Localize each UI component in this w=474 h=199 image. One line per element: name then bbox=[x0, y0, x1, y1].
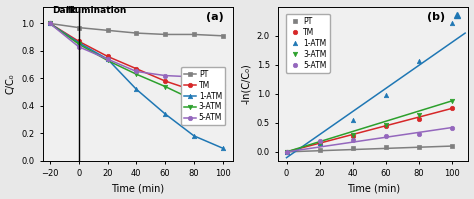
5-ATM bbox=[134, 70, 139, 73]
PT bbox=[416, 146, 422, 148]
PT bbox=[105, 29, 110, 31]
PT bbox=[317, 149, 322, 151]
Line: 3-ATM: 3-ATM bbox=[284, 99, 454, 154]
Line: 5-ATM: 5-ATM bbox=[284, 125, 454, 154]
Legend: PT, TM, 1-ATM, 3-ATM, 5-ATM: PT, TM, 1-ATM, 3-ATM, 5-ATM bbox=[181, 67, 225, 125]
Line: TM: TM bbox=[284, 106, 454, 154]
TM bbox=[47, 22, 53, 25]
X-axis label: Time (min): Time (min) bbox=[111, 183, 164, 193]
1-ATM bbox=[191, 135, 197, 137]
Y-axis label: -ln(C/C₀): -ln(C/C₀) bbox=[241, 63, 251, 104]
Line: 3-ATM: 3-ATM bbox=[48, 21, 225, 113]
3-ATM bbox=[283, 151, 289, 153]
TM bbox=[283, 151, 289, 153]
Text: Illumination: Illumination bbox=[65, 6, 127, 15]
5-ATM bbox=[449, 126, 455, 129]
1-ATM bbox=[283, 151, 289, 153]
5-ATM bbox=[383, 135, 389, 138]
Y-axis label: C/C₀: C/C₀ bbox=[6, 73, 16, 94]
1-ATM bbox=[134, 88, 139, 91]
3-ATM bbox=[162, 85, 168, 88]
3-ATM bbox=[350, 134, 356, 136]
Line: 5-ATM: 5-ATM bbox=[48, 21, 225, 87]
PT bbox=[76, 26, 82, 29]
TM bbox=[220, 103, 226, 105]
5-ATM bbox=[416, 133, 422, 136]
5-ATM bbox=[162, 74, 168, 77]
TM bbox=[317, 142, 322, 145]
3-ATM bbox=[76, 43, 82, 45]
TM bbox=[350, 135, 356, 137]
PT bbox=[47, 22, 53, 25]
1-ATM bbox=[350, 119, 356, 121]
3-ATM bbox=[134, 73, 139, 75]
1-ATM bbox=[383, 93, 389, 96]
5-ATM bbox=[191, 76, 197, 78]
Text: (a): (a) bbox=[206, 12, 223, 22]
TM bbox=[162, 80, 168, 82]
5-ATM bbox=[317, 140, 322, 142]
PT bbox=[449, 145, 455, 147]
1-ATM bbox=[416, 60, 422, 62]
3-ATM bbox=[449, 100, 455, 102]
PT bbox=[220, 35, 226, 37]
PT bbox=[283, 151, 289, 153]
Line: 1-ATM: 1-ATM bbox=[284, 21, 454, 154]
5-ATM bbox=[220, 84, 226, 86]
3-ATM bbox=[317, 141, 322, 144]
Line: PT: PT bbox=[284, 144, 454, 154]
PT bbox=[162, 33, 168, 36]
TM bbox=[416, 118, 422, 121]
Legend: PT, TM, 1-ATM, 3-ATM, 5-ATM: PT, TM, 1-ATM, 3-ATM, 5-ATM bbox=[286, 14, 330, 73]
3-ATM bbox=[383, 124, 389, 126]
TM bbox=[191, 90, 197, 92]
Text: (b): (b) bbox=[428, 12, 446, 22]
1-ATM bbox=[76, 41, 82, 44]
Line: PT: PT bbox=[48, 21, 225, 38]
TM bbox=[449, 107, 455, 110]
PT bbox=[350, 147, 356, 149]
3-ATM bbox=[416, 114, 422, 117]
3-ATM bbox=[220, 110, 226, 112]
Text: Dark: Dark bbox=[52, 6, 76, 15]
TM bbox=[383, 125, 389, 128]
1-ATM bbox=[220, 147, 226, 149]
X-axis label: Time (min): Time (min) bbox=[347, 183, 400, 193]
1-ATM bbox=[105, 58, 110, 60]
5-ATM bbox=[105, 58, 110, 60]
Line: TM: TM bbox=[48, 21, 225, 107]
5-ATM bbox=[76, 46, 82, 48]
PT bbox=[134, 32, 139, 34]
3-ATM bbox=[191, 99, 197, 101]
5-ATM bbox=[350, 139, 356, 141]
1-ATM bbox=[449, 22, 455, 24]
1-ATM bbox=[317, 142, 322, 144]
3-ATM bbox=[105, 59, 110, 62]
PT bbox=[191, 33, 197, 36]
TM bbox=[134, 67, 139, 70]
3-ATM bbox=[47, 22, 53, 25]
TM bbox=[105, 55, 110, 58]
PT bbox=[383, 146, 389, 148]
1-ATM bbox=[162, 113, 168, 115]
1-ATM bbox=[47, 22, 53, 25]
5-ATM bbox=[283, 151, 289, 153]
Line: 1-ATM: 1-ATM bbox=[48, 21, 225, 150]
5-ATM bbox=[47, 22, 53, 25]
TM bbox=[76, 40, 82, 43]
